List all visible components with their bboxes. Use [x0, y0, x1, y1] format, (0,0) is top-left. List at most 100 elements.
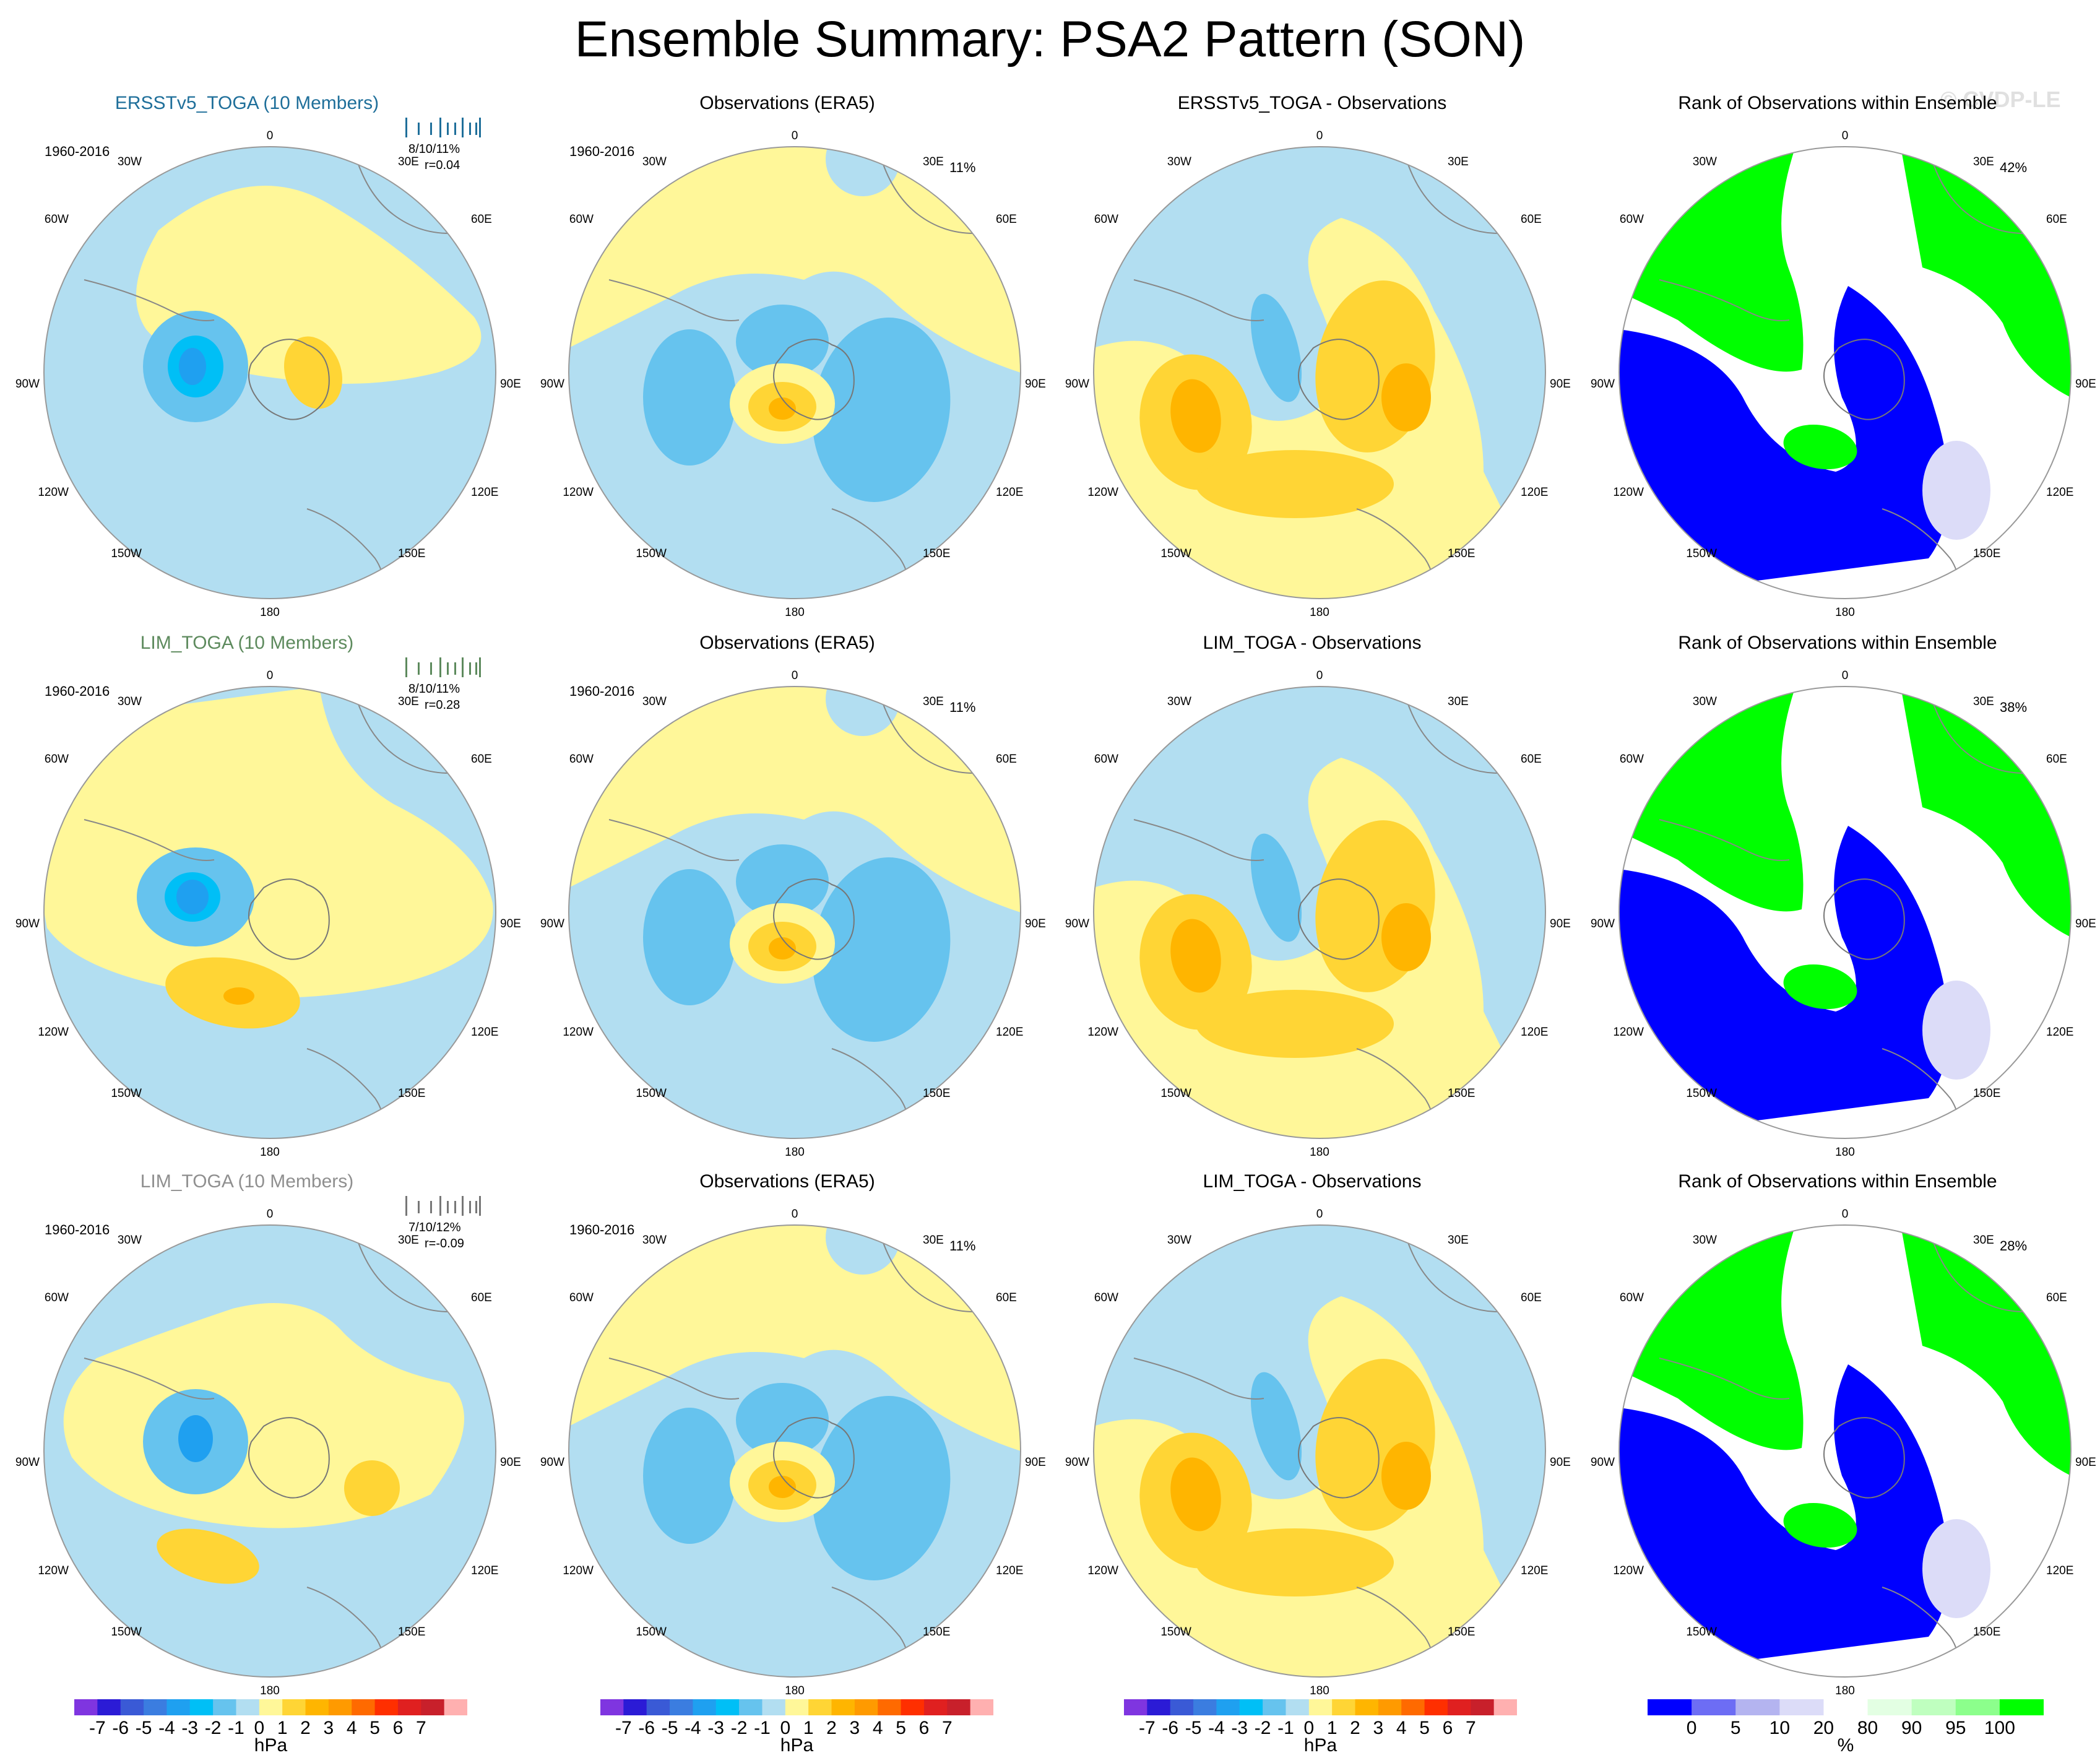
explained-variance: 11% — [949, 160, 976, 175]
colorbar-swatch — [328, 1699, 352, 1715]
longitude-label: 90W — [540, 378, 564, 391]
longitude-label: 90E — [500, 1456, 521, 1469]
member-bar — [469, 123, 471, 135]
high-rank-patch — [1783, 964, 1857, 1010]
colorbar-swatch — [213, 1699, 236, 1715]
colorbar-swatch — [1999, 1699, 2044, 1715]
longitude-label: 60W — [1619, 213, 1644, 226]
negative-band — [1250, 293, 1302, 402]
longitude-label: 30E — [1448, 155, 1469, 168]
panel-rank-2: Rank of Observations within Ensemble 38% 0… — [1575, 633, 2100, 1171]
member-bar — [418, 662, 420, 675]
africa-coastline — [1406, 698, 1500, 774]
colorbar-tick-label: -4 — [685, 1718, 701, 1738]
south-america-coastline — [1133, 1358, 1264, 1400]
colorbar-swatches — [1124, 1699, 1518, 1715]
colorbar-tick-label: -4 — [1208, 1718, 1225, 1738]
colorbar-swatch — [1447, 1699, 1471, 1715]
year-range: 1960-2016 — [45, 683, 110, 699]
africa-coastline — [881, 1237, 975, 1312]
colorbar-hpa-3: -7 -6 -5 -4 -3 -2 -1 0 1 2 3 4 5 6 7 hPa — [1124, 1699, 1518, 1761]
panel-title: LIM_TOGA (10 Members) — [140, 633, 354, 653]
longitude-label: 90W — [1590, 1456, 1615, 1469]
longitude-label: 60E — [2046, 213, 2067, 226]
colorbar-tick-label: 10 — [1769, 1718, 1791, 1738]
negative-region-east — [812, 857, 951, 1042]
colorbar-tick-label: -4 — [158, 1718, 175, 1738]
year-range: 1960-2016 — [569, 144, 635, 159]
longitude-label: 150W — [636, 1087, 667, 1100]
positive-band-south — [1196, 990, 1394, 1058]
longitude-label: 30E — [1973, 155, 1994, 168]
longitude-label: 0 — [266, 1208, 274, 1221]
colorbar-swatch — [144, 1699, 167, 1715]
longitude-label: 120E — [1521, 486, 1549, 499]
longitude-label: 0 — [266, 129, 274, 142]
colorbar-rank: 0 5 10 20 80 90 95 100% — [1648, 1699, 2044, 1761]
colorbar-tick-label: 100 — [1984, 1718, 2015, 1738]
longitude-label: 180 — [260, 606, 280, 619]
longitude-label: 0 — [791, 129, 798, 142]
longitude-label: 150E — [1448, 1087, 1476, 1100]
negative-cap — [826, 1225, 900, 1275]
positive-max-east — [1381, 363, 1431, 431]
positive-core-west — [157, 1528, 259, 1584]
longitude-label: 120W — [1087, 1026, 1118, 1039]
member-bar — [462, 657, 464, 677]
map-svg — [43, 686, 496, 1139]
longitude-label: 120E — [996, 1564, 1024, 1577]
panel-title: LIM_TOGA - Observations — [1203, 1171, 1422, 1192]
longitude-label: 90W — [1590, 378, 1615, 391]
high-rank-region-west — [1619, 1225, 1804, 1450]
africa-coastline — [881, 698, 975, 774]
longitude-label: 120E — [471, 486, 499, 499]
longitude-label: 30E — [1448, 1234, 1469, 1247]
colorbar-swatch — [421, 1699, 445, 1715]
longitude-label: 30W — [1167, 695, 1191, 708]
colorbar-tick-labels: -7 -6 -5 -4 -3 -2 -1 0 1 2 3 4 5 6 7 — [74, 1718, 467, 1740]
longitude-label: 150W — [111, 547, 142, 560]
member-bar — [479, 657, 481, 677]
longitude-label: 180 — [1835, 1684, 1855, 1697]
longitude-label: 120E — [2046, 486, 2074, 499]
member-bar — [430, 662, 432, 675]
map-boundary — [1618, 686, 2072, 1139]
member-bar — [405, 118, 407, 137]
map-boundary — [1093, 146, 1546, 599]
positive-max-east — [1381, 1442, 1431, 1510]
longitude-label: 60W — [1619, 753, 1644, 766]
ensemble-stat: 7/10/12% — [408, 1221, 461, 1234]
longitude-label: 150W — [111, 1626, 142, 1639]
member-bar — [430, 123, 432, 135]
colorbar-tick-label: -3 — [707, 1718, 725, 1738]
colorbar-swatch — [739, 1699, 763, 1715]
longitude-label: 0 — [791, 669, 798, 682]
longitude-label: 0 — [791, 1208, 798, 1221]
low-mid-rank-patch — [1922, 441, 1990, 540]
colorbar-hpa-2: -7 -6 -5 -4 -3 -2 -1 0 1 2 3 4 5 6 7 hPa — [600, 1699, 994, 1761]
colorbar-swatch — [808, 1699, 832, 1715]
colorbar-tick-label: 2 — [826, 1718, 837, 1738]
map-svg — [568, 686, 1021, 1139]
colorbar-swatch — [923, 1699, 948, 1715]
colorbar-tick-label: -6 — [112, 1718, 129, 1738]
south-america-coastline — [84, 1358, 215, 1400]
colorbar-tick-label: -1 — [1277, 1718, 1294, 1738]
colorbar-swatch — [259, 1699, 283, 1715]
antarctica-coastline — [1298, 1417, 1380, 1499]
colorbar-swatch — [1401, 1699, 1425, 1715]
year-range: 1960-2016 — [45, 1222, 110, 1237]
longitude-label: 150W — [636, 1626, 667, 1639]
longitude-label: 150E — [398, 547, 426, 560]
longitude-label: 90E — [1550, 1456, 1571, 1469]
longitude-label: 60E — [471, 213, 492, 226]
member-bar — [430, 1201, 432, 1213]
negative-band — [1250, 833, 1302, 942]
positive-band-south — [1196, 450, 1394, 518]
year-range: 1960-2016 — [569, 1222, 635, 1237]
colorbar-tick-label: -5 — [135, 1718, 152, 1738]
longitude-label: 90E — [500, 917, 521, 930]
africa-coastline — [1931, 158, 2025, 234]
negative-region-west — [643, 1408, 736, 1544]
colorbar-tick-label: 3 — [849, 1718, 860, 1738]
